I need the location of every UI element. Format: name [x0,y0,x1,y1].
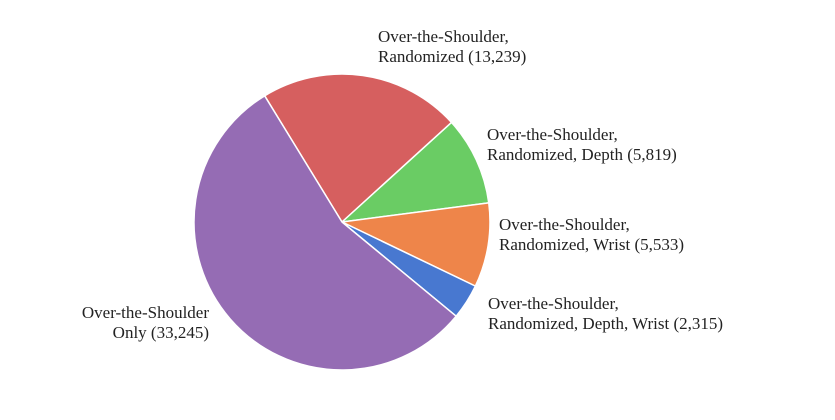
pie-slice-label-4: Over-the-Shoulder, Randomized, Depth, Wri… [488,294,723,333]
pie-slice-2 [339,121,490,224]
pie-slice-label-5: Over-the-Shoulder Only (33,245) [82,303,209,342]
pie-slice-label-line: Only (33,245) [113,323,209,342]
pie-slice-label-line: Over-the-Shoulder, [488,294,619,313]
pie-slices [193,73,491,371]
pie-labels: Over-the-Shoulder, Randomized (13,239)Ove… [82,27,723,342]
pie-slice-label-line: Randomized, Depth, Wrist (2,315) [488,314,723,333]
pie-slice-3 [339,201,491,288]
pie-slice-label-line: Over-the-Shoulder [82,303,209,322]
pie-slice-label-line: Randomized, Depth (5,819) [487,145,677,164]
pie-slice-label-line: Randomized, Wrist (5,533) [499,235,684,254]
pie-slice-label-line: Randomized (13,239) [378,47,526,66]
pie-slice-label-line: Over-the-Shoulder, [499,215,630,234]
pie-slice-label-1: Over-the-Shoulder, Randomized (13,239) [378,27,526,66]
pie-slice-1 [263,73,453,224]
pie-slice-label-3: Over-the-Shoulder, Randomized, Wrist (5,5… [499,215,684,254]
pie-slice-label-line: Over-the-Shoulder, [487,125,618,144]
pie-slice-label-2: Over-the-Shoulder, Randomized, Depth (5,8… [487,125,677,164]
pie-slice-5 [193,94,458,371]
pie-slice-label-line: Over-the-Shoulder, [378,27,509,46]
